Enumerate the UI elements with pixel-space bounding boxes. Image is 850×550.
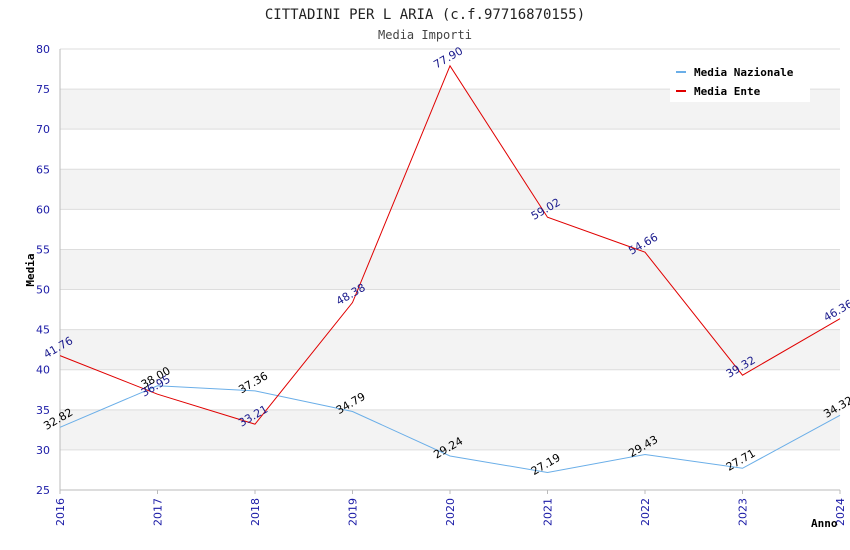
- legend-entry: Media Nazionale: [694, 66, 794, 79]
- y-tick-label: 50: [36, 284, 50, 297]
- y-axis-label: Media: [24, 253, 37, 286]
- x-tick-label: 2017: [152, 498, 165, 526]
- y-tick-label: 55: [36, 243, 50, 256]
- x-tick-label: 2024: [834, 498, 847, 526]
- legend: Media Nazionale Media Ente: [670, 60, 810, 102]
- x-tick-label: 2016: [54, 498, 67, 526]
- y-tick-label: 25: [36, 484, 50, 497]
- y-tick-label: 30: [36, 444, 50, 457]
- grid-bands: [60, 48, 840, 491]
- chart-subtitle: Media Importi: [378, 28, 472, 42]
- grid-band: [60, 249, 840, 290]
- y-tick-label: 40: [36, 364, 50, 377]
- grid-band: [60, 369, 840, 410]
- series-line-nazionale: [59, 385, 841, 473]
- x-axis-label: Anno: [811, 517, 838, 530]
- grid-band: [60, 409, 840, 450]
- grid-band: [60, 169, 840, 210]
- x-tick-label: 2022: [639, 498, 652, 526]
- series-line-ente: [59, 64, 841, 425]
- legend-box: [670, 60, 810, 102]
- x-tick-label: 2023: [737, 498, 750, 526]
- grid-band: [60, 129, 840, 170]
- grid-band: [60, 289, 840, 330]
- grid-band: [60, 329, 840, 370]
- y-tick-labels: 25 30 35 40 45 50 55 60 65 70 75 80: [36, 43, 50, 497]
- grid-band: [60, 209, 840, 250]
- x-tick-label: 2020: [444, 498, 457, 526]
- y-tick-label: 35: [36, 404, 50, 417]
- x-tick-label: 2021: [542, 498, 555, 526]
- legend-entry: Media Ente: [694, 85, 761, 98]
- grid-band: [60, 449, 840, 490]
- y-tick-label: 80: [36, 43, 50, 56]
- y-tick-label: 65: [36, 163, 50, 176]
- x-tick-labels: 2016 2017 2018 2019 2020 2021 2022 2023 2024: [54, 490, 847, 526]
- series-lines: [59, 64, 841, 473]
- y-tick-label: 45: [36, 324, 50, 337]
- y-tick-label: 70: [36, 123, 50, 136]
- y-tick-label: 60: [36, 203, 50, 216]
- x-tick-label: 2018: [249, 498, 262, 526]
- chart-title: CITTADINI PER L ARIA (c.f.97716870155): [265, 7, 585, 23]
- y-tick-label: 75: [36, 83, 50, 96]
- x-tick-label: 2019: [347, 498, 360, 526]
